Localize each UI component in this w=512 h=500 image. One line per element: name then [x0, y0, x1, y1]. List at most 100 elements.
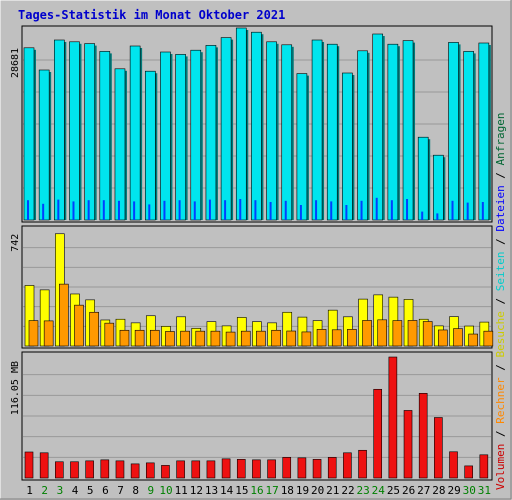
bar-volumen — [130, 463, 140, 479]
side-legend-dateien: Dateien — [494, 185, 507, 231]
side-legend-seiten: Seiten — [494, 252, 507, 292]
bar-volumen — [221, 458, 231, 479]
bar-volumen — [85, 460, 94, 479]
bar-anfragen — [417, 136, 429, 221]
bar-rechner — [301, 331, 312, 347]
bar-seiten — [360, 200, 363, 220]
bar-rechner — [468, 333, 478, 347]
bar-rechner — [286, 330, 297, 347]
bar-rechner — [225, 331, 236, 347]
panel-anfragen: 28681 — [10, 25, 493, 223]
x-tick-label: 18 — [281, 484, 294, 497]
bar-volumen — [236, 459, 246, 479]
chart-title: Tages-Statistik im Monat Oktober 2021 — [18, 8, 285, 22]
chart-panels: 28681 742 116.05 MB — [10, 25, 494, 481]
bar-anfragen — [175, 54, 186, 221]
x-tick-label: 3 — [57, 484, 64, 497]
bar-seiten — [269, 202, 272, 220]
x-tick-label: 29 — [447, 484, 460, 497]
x-tick-label: 26 — [402, 484, 415, 497]
bar-anfragen — [114, 68, 126, 221]
bar-anfragen — [387, 43, 399, 221]
bar-seiten — [375, 197, 378, 220]
bar-anfragen — [99, 51, 111, 221]
x-tick-label: 14 — [220, 484, 234, 497]
bar-anfragen — [266, 41, 277, 221]
bar-volumen — [479, 454, 489, 479]
bar-anfragen — [23, 47, 35, 221]
x-tick-label: 4 — [72, 484, 79, 497]
bar-anfragen — [38, 69, 50, 221]
x-tick-label: 30 — [463, 484, 476, 497]
bar-seiten — [224, 200, 227, 220]
bar-seiten — [208, 199, 211, 220]
bar-volumen — [100, 459, 110, 479]
bar-volumen — [403, 410, 413, 479]
bar-rechner — [74, 304, 84, 347]
bar-anfragen — [311, 39, 323, 221]
x-tick-label: 17 — [266, 484, 279, 497]
bar-rechner — [316, 329, 327, 347]
bar-rechner — [331, 329, 342, 347]
bar-rechner — [180, 330, 190, 347]
x-tick-label: 9 — [148, 484, 155, 497]
x-tick-label: 27 — [417, 484, 430, 497]
bar-seiten — [57, 199, 60, 220]
bar-seiten — [284, 200, 287, 220]
bar-volumen — [206, 460, 216, 479]
bar-volumen — [297, 457, 307, 479]
bar-volumen — [55, 461, 64, 479]
x-tick-label: 19 — [296, 484, 309, 497]
bar-volumen — [267, 459, 276, 479]
bar-anfragen — [402, 40, 414, 221]
bar-seiten — [299, 205, 302, 220]
bar-anfragen — [463, 51, 474, 221]
side-legend-separator: / — [494, 358, 507, 378]
bar-volumen — [161, 465, 170, 479]
x-tick-label: 23 — [357, 484, 370, 497]
bar-seiten — [42, 203, 45, 220]
bar-volumen — [464, 465, 473, 479]
x-tick-label: 31 — [478, 484, 491, 497]
bar-seiten — [330, 201, 333, 220]
bar-seiten — [239, 199, 242, 220]
bar-anfragen — [251, 31, 262, 221]
bar-volumen — [312, 459, 322, 479]
bar-seiten — [451, 200, 454, 220]
bar-rechner — [195, 330, 206, 347]
x-tick-label: 8 — [132, 484, 139, 497]
bar-seiten — [390, 200, 393, 220]
bar-seiten — [481, 202, 484, 220]
x-tick-label: 2 — [41, 484, 48, 497]
bar-rechner — [362, 320, 372, 347]
bar-rechner — [104, 322, 115, 347]
bar-seiten — [178, 200, 181, 220]
bar-volumen — [145, 462, 155, 479]
bar-anfragen — [433, 154, 444, 221]
bar-anfragen — [160, 51, 171, 221]
bar-rechner — [438, 329, 448, 347]
bar-volumen — [252, 459, 261, 479]
bar-rechner — [28, 320, 39, 347]
y-tick-label: 116.05 MB — [10, 361, 21, 415]
bar-seiten — [466, 202, 469, 220]
bar-volumen — [39, 452, 49, 479]
x-tick-label: 25 — [387, 484, 400, 497]
bar-seiten — [436, 213, 439, 220]
bar-rechner — [422, 321, 433, 347]
x-tick-label: 5 — [87, 484, 94, 497]
bar-seiten — [102, 200, 105, 220]
x-tick-label: 13 — [205, 484, 218, 497]
bar-volumen — [327, 457, 337, 479]
bar-rechner — [43, 320, 54, 347]
bar-rechner — [347, 329, 357, 347]
bar-seiten — [148, 204, 151, 220]
bar-anfragen — [326, 43, 338, 221]
x-tick-label: 10 — [159, 484, 172, 497]
x-tick-label: 24 — [372, 484, 386, 497]
bar-anfragen — [296, 73, 308, 221]
bar-volumen — [449, 451, 458, 479]
panel-besuche: 742 — [10, 225, 494, 349]
side-legend-separator: / — [494, 291, 507, 311]
y-tick-label: 28681 — [10, 48, 21, 78]
